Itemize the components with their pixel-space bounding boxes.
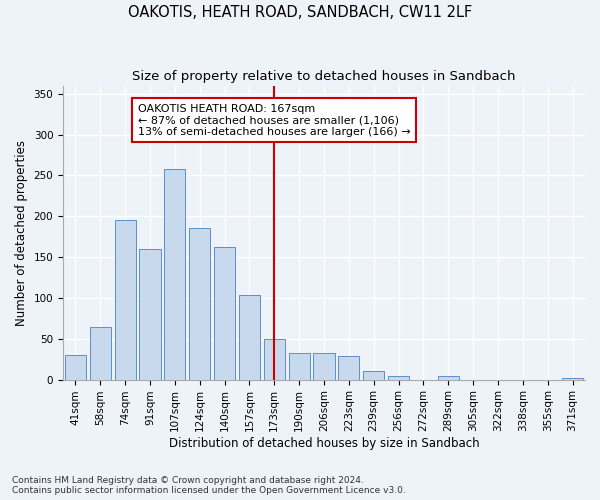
Bar (562, 378, 583, 380)
Bar (139, 249, 161, 380)
Text: OAKOTIS HEATH ROAD: 167sqm
← 87% of detached houses are smaller (1,106)
13% of s: OAKOTIS HEATH ROAD: 167sqm ← 87% of deta… (137, 104, 410, 136)
Bar (214, 248, 235, 380)
Bar (363, 370, 384, 380)
Bar (189, 228, 210, 380)
Bar (65, 355, 86, 380)
Bar (313, 354, 335, 380)
Bar (115, 220, 136, 380)
Bar (289, 354, 310, 380)
Bar (338, 356, 359, 380)
Title: Size of property relative to detached houses in Sandbach: Size of property relative to detached ho… (132, 70, 516, 83)
Text: Contains HM Land Registry data © Crown copyright and database right 2024.
Contai: Contains HM Land Registry data © Crown c… (12, 476, 406, 495)
Bar (264, 339, 285, 380)
Text: OAKOTIS, HEATH ROAD, SANDBACH, CW11 2LF: OAKOTIS, HEATH ROAD, SANDBACH, CW11 2LF (128, 5, 472, 20)
Bar (164, 169, 185, 380)
X-axis label: Distribution of detached houses by size in Sandbach: Distribution of detached houses by size … (169, 437, 479, 450)
Bar (388, 376, 409, 380)
Bar (239, 296, 260, 380)
Bar (90, 326, 111, 380)
Y-axis label: Number of detached properties: Number of detached properties (15, 140, 28, 326)
Bar (438, 376, 459, 380)
